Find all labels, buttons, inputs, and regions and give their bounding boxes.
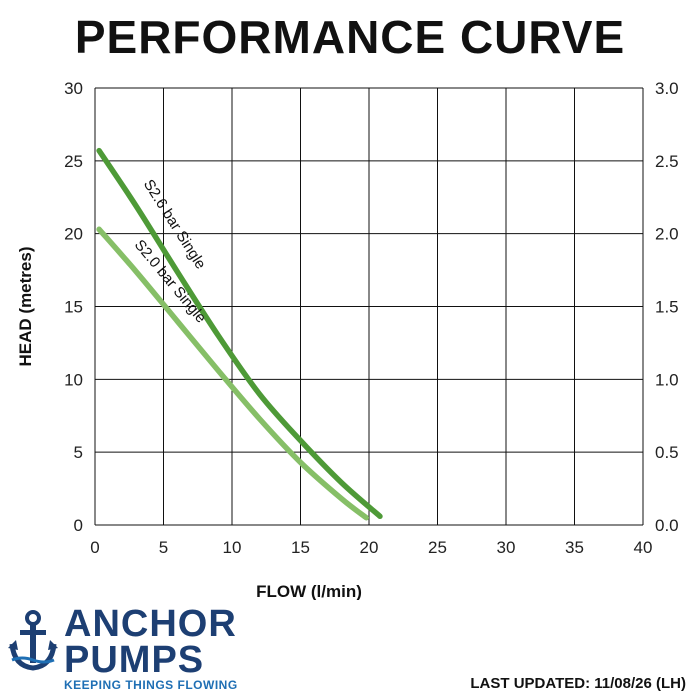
y-axis-label: HEAD (metres) — [16, 247, 35, 367]
y-tick-label: 25 — [64, 152, 83, 171]
x-tick-label: 40 — [634, 538, 653, 557]
x-axis-label: FLOW (l/min) — [256, 582, 362, 600]
y2-tick-label: 0.5 — [655, 443, 679, 462]
anchor-pumps-logo: ANCHOR PUMPS KEEPING THINGS FLOWING — [8, 604, 308, 696]
y2-tick-label: 2.0 — [655, 225, 679, 244]
y-tick-label: 10 — [64, 370, 83, 389]
x-tick-label: 25 — [428, 538, 447, 557]
x-tick-label: 10 — [223, 538, 242, 557]
performance-chart: 0 5 10 15 20 25 30 35 40 0 0.0 5 0.5 10 1.0 15 1.5 20 2.0 2… — [16, 79, 679, 600]
x-tick-label: 35 — [565, 538, 584, 557]
y-tick-label: 15 — [64, 298, 83, 317]
series-line-s26 — [96, 147, 383, 520]
chart-title: PERFORMANCE CURVE — [74, 11, 626, 63]
logo-anchor-text: ANCHOR — [64, 603, 237, 645]
x-tick-label: 15 — [291, 538, 310, 557]
anchor-icon — [8, 610, 58, 671]
x-tick-label: 30 — [497, 538, 516, 557]
y2-tick-label: 1.0 — [655, 370, 679, 389]
x-tick-label: 20 — [360, 538, 379, 557]
y2-tick-label: 2.5 — [655, 152, 679, 171]
y2-tick-label: 0.0 — [655, 516, 679, 535]
x-tick-label: 5 — [159, 538, 168, 557]
y-tick-label: 20 — [64, 225, 83, 244]
last-updated-text: LAST UPDATED: 11/08/26 (LH) — [470, 675, 686, 692]
y2-tick-label: 3.0 — [655, 79, 679, 98]
y-tick-label: 30 — [64, 79, 83, 98]
series-line-s20 — [96, 226, 370, 521]
logo-tagline: KEEPING THINGS FLOWING — [64, 678, 238, 692]
y2-tick-label: 1.5 — [655, 298, 679, 317]
x-tick-label: 0 — [90, 538, 99, 557]
y-tick-label: 5 — [74, 443, 83, 462]
logo-pumps-text: PUMPS — [64, 639, 205, 681]
y-tick-label: 0 — [74, 516, 83, 535]
